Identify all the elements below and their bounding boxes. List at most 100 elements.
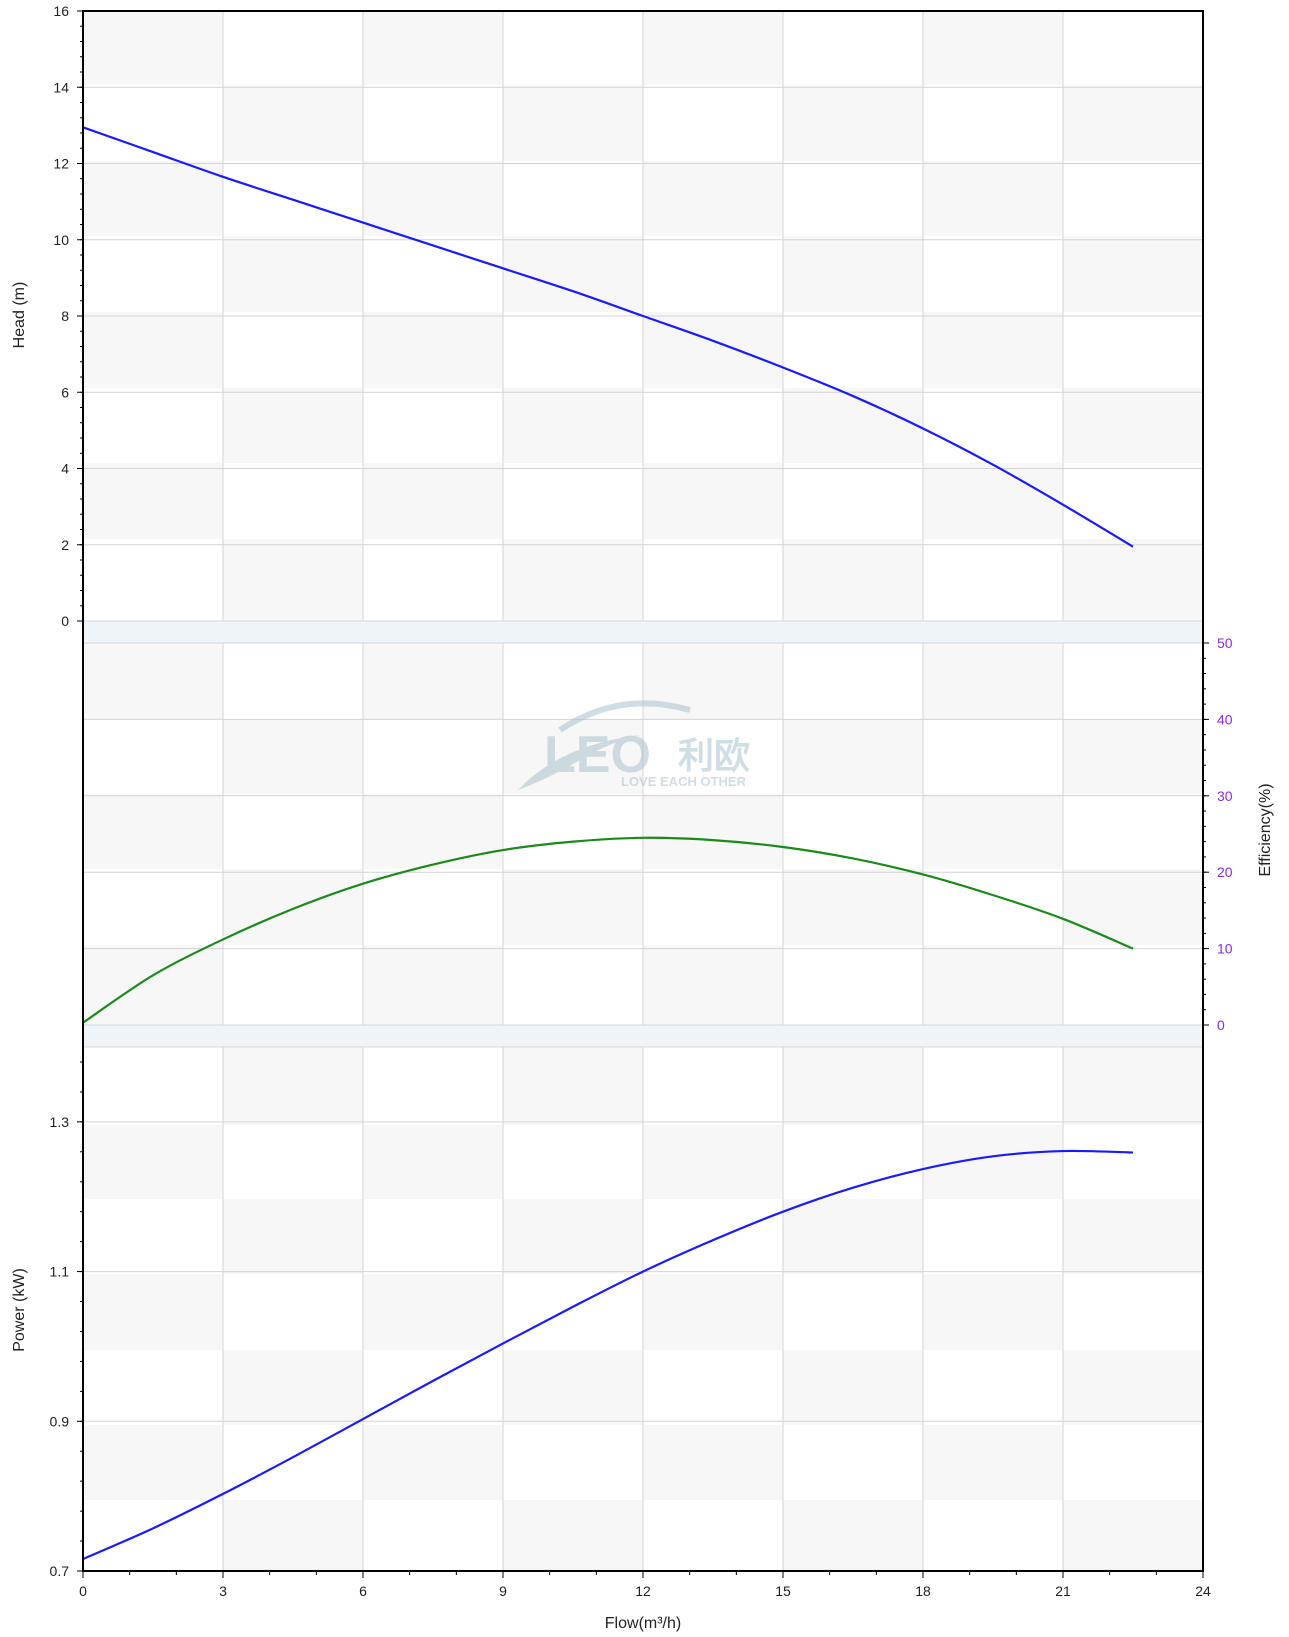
x-tick-label: 21 [1055, 1583, 1071, 1599]
power-axis-title: Power (kW) [11, 1268, 28, 1352]
bg-band [643, 945, 783, 1025]
bg-band [83, 463, 223, 539]
bg-band [363, 1125, 503, 1199]
panel-separator [83, 621, 1203, 643]
y-tick-label: 16 [53, 3, 69, 19]
bg-band [1063, 1199, 1203, 1274]
x-tick-label: 24 [1195, 1583, 1211, 1599]
panel-separators [83, 620, 1203, 1048]
bg-band [643, 11, 783, 85]
background-bands [83, 11, 1203, 1571]
bg-band [923, 1125, 1063, 1199]
bg-band [223, 85, 363, 161]
logo-slogan: LOVE EACH OTHER [621, 774, 747, 789]
efficiency-axis-title: Efficiency(%) [1257, 783, 1274, 876]
y-tick-label: 0.9 [50, 1413, 70, 1429]
bg-band [223, 236, 363, 312]
bg-band [643, 794, 783, 869]
bg-band [643, 1274, 783, 1350]
x-tick-label: 6 [359, 1583, 367, 1599]
bg-band [1063, 869, 1203, 945]
y-tick-label: 1.1 [50, 1264, 70, 1280]
bg-band [83, 945, 223, 1025]
y-tick-label: 40 [1217, 711, 1233, 727]
y-tick-label: 30 [1217, 788, 1233, 804]
y-tick-label: 2 [61, 537, 69, 553]
bg-band [83, 1125, 223, 1199]
power-curve [82, 1149, 1134, 1561]
bg-band [1063, 719, 1203, 794]
bg-band [1063, 1500, 1203, 1571]
bg-band [783, 1500, 923, 1571]
bg-band [223, 1199, 363, 1274]
bg-band [1063, 1350, 1203, 1425]
x-tick-label: 12 [635, 1583, 651, 1599]
bg-band [503, 1350, 643, 1425]
bg-band [923, 1425, 1063, 1500]
x-tick-label: 15 [775, 1583, 791, 1599]
y-tick-label: 0 [1217, 1017, 1225, 1033]
bg-band [923, 312, 1063, 388]
bg-band [643, 1425, 783, 1500]
bg-band [223, 539, 363, 621]
y-tick-label: 0 [61, 613, 69, 629]
y-tick-label: 10 [53, 232, 69, 248]
bg-band [1063, 236, 1203, 312]
bg-band [923, 161, 1063, 236]
head-axis-title: Head (m) [11, 282, 28, 349]
x-tick-label: 0 [79, 1583, 87, 1599]
bg-band [1063, 388, 1203, 463]
curves [82, 126, 1134, 1561]
bg-band [1063, 85, 1203, 161]
bg-band [783, 719, 923, 794]
y-tick-label: 14 [53, 79, 69, 95]
plot-frame [82, 10, 1204, 1572]
bg-band [83, 794, 223, 869]
logo-swoosh [518, 735, 640, 790]
x-tick-label: 9 [499, 1583, 507, 1599]
bg-band [503, 1500, 643, 1571]
bg-band [83, 161, 223, 236]
leo-logo-watermark: LEO 利欧 LOVE EACH OTHER [518, 700, 750, 790]
bg-band [923, 11, 1063, 85]
bg-band [83, 11, 223, 85]
bg-band [923, 945, 1063, 1025]
bg-band [363, 161, 503, 236]
bg-band [783, 869, 923, 945]
logo-chinese: 利欧 [678, 735, 750, 776]
bg-band [783, 388, 923, 463]
bg-band [503, 388, 643, 463]
y-tick-label: 8 [61, 308, 69, 324]
bg-band [503, 869, 643, 945]
bg-band [363, 945, 503, 1025]
x-tick-label: 3 [219, 1583, 227, 1599]
bg-band [1063, 539, 1203, 621]
bg-band [783, 1199, 923, 1274]
bg-band [83, 1425, 223, 1500]
bg-band [363, 1425, 503, 1500]
bg-band [643, 161, 783, 236]
bg-band [923, 463, 1063, 539]
y-tick-label: 0.7 [50, 1563, 70, 1579]
head-curve [82, 126, 1134, 548]
y-tick-label: 6 [61, 384, 69, 400]
efficiency-curve [82, 836, 1134, 1024]
bg-band [643, 1125, 783, 1199]
bg-band [783, 236, 923, 312]
bg-band [363, 463, 503, 539]
bg-band [223, 869, 363, 945]
bg-band [363, 11, 503, 85]
bg-band [923, 1274, 1063, 1350]
y-tick-label: 50 [1217, 635, 1233, 651]
bg-band [363, 794, 503, 869]
flow-axis-title: Flow(m³/h) [605, 1615, 681, 1632]
bg-band [783, 539, 923, 621]
bg-band [783, 85, 923, 161]
bg-band [223, 388, 363, 463]
y-tick-label: 20 [1217, 864, 1233, 880]
bg-band [223, 719, 363, 794]
y-tick-label: 12 [53, 156, 69, 172]
panel-separator [83, 1025, 1203, 1047]
